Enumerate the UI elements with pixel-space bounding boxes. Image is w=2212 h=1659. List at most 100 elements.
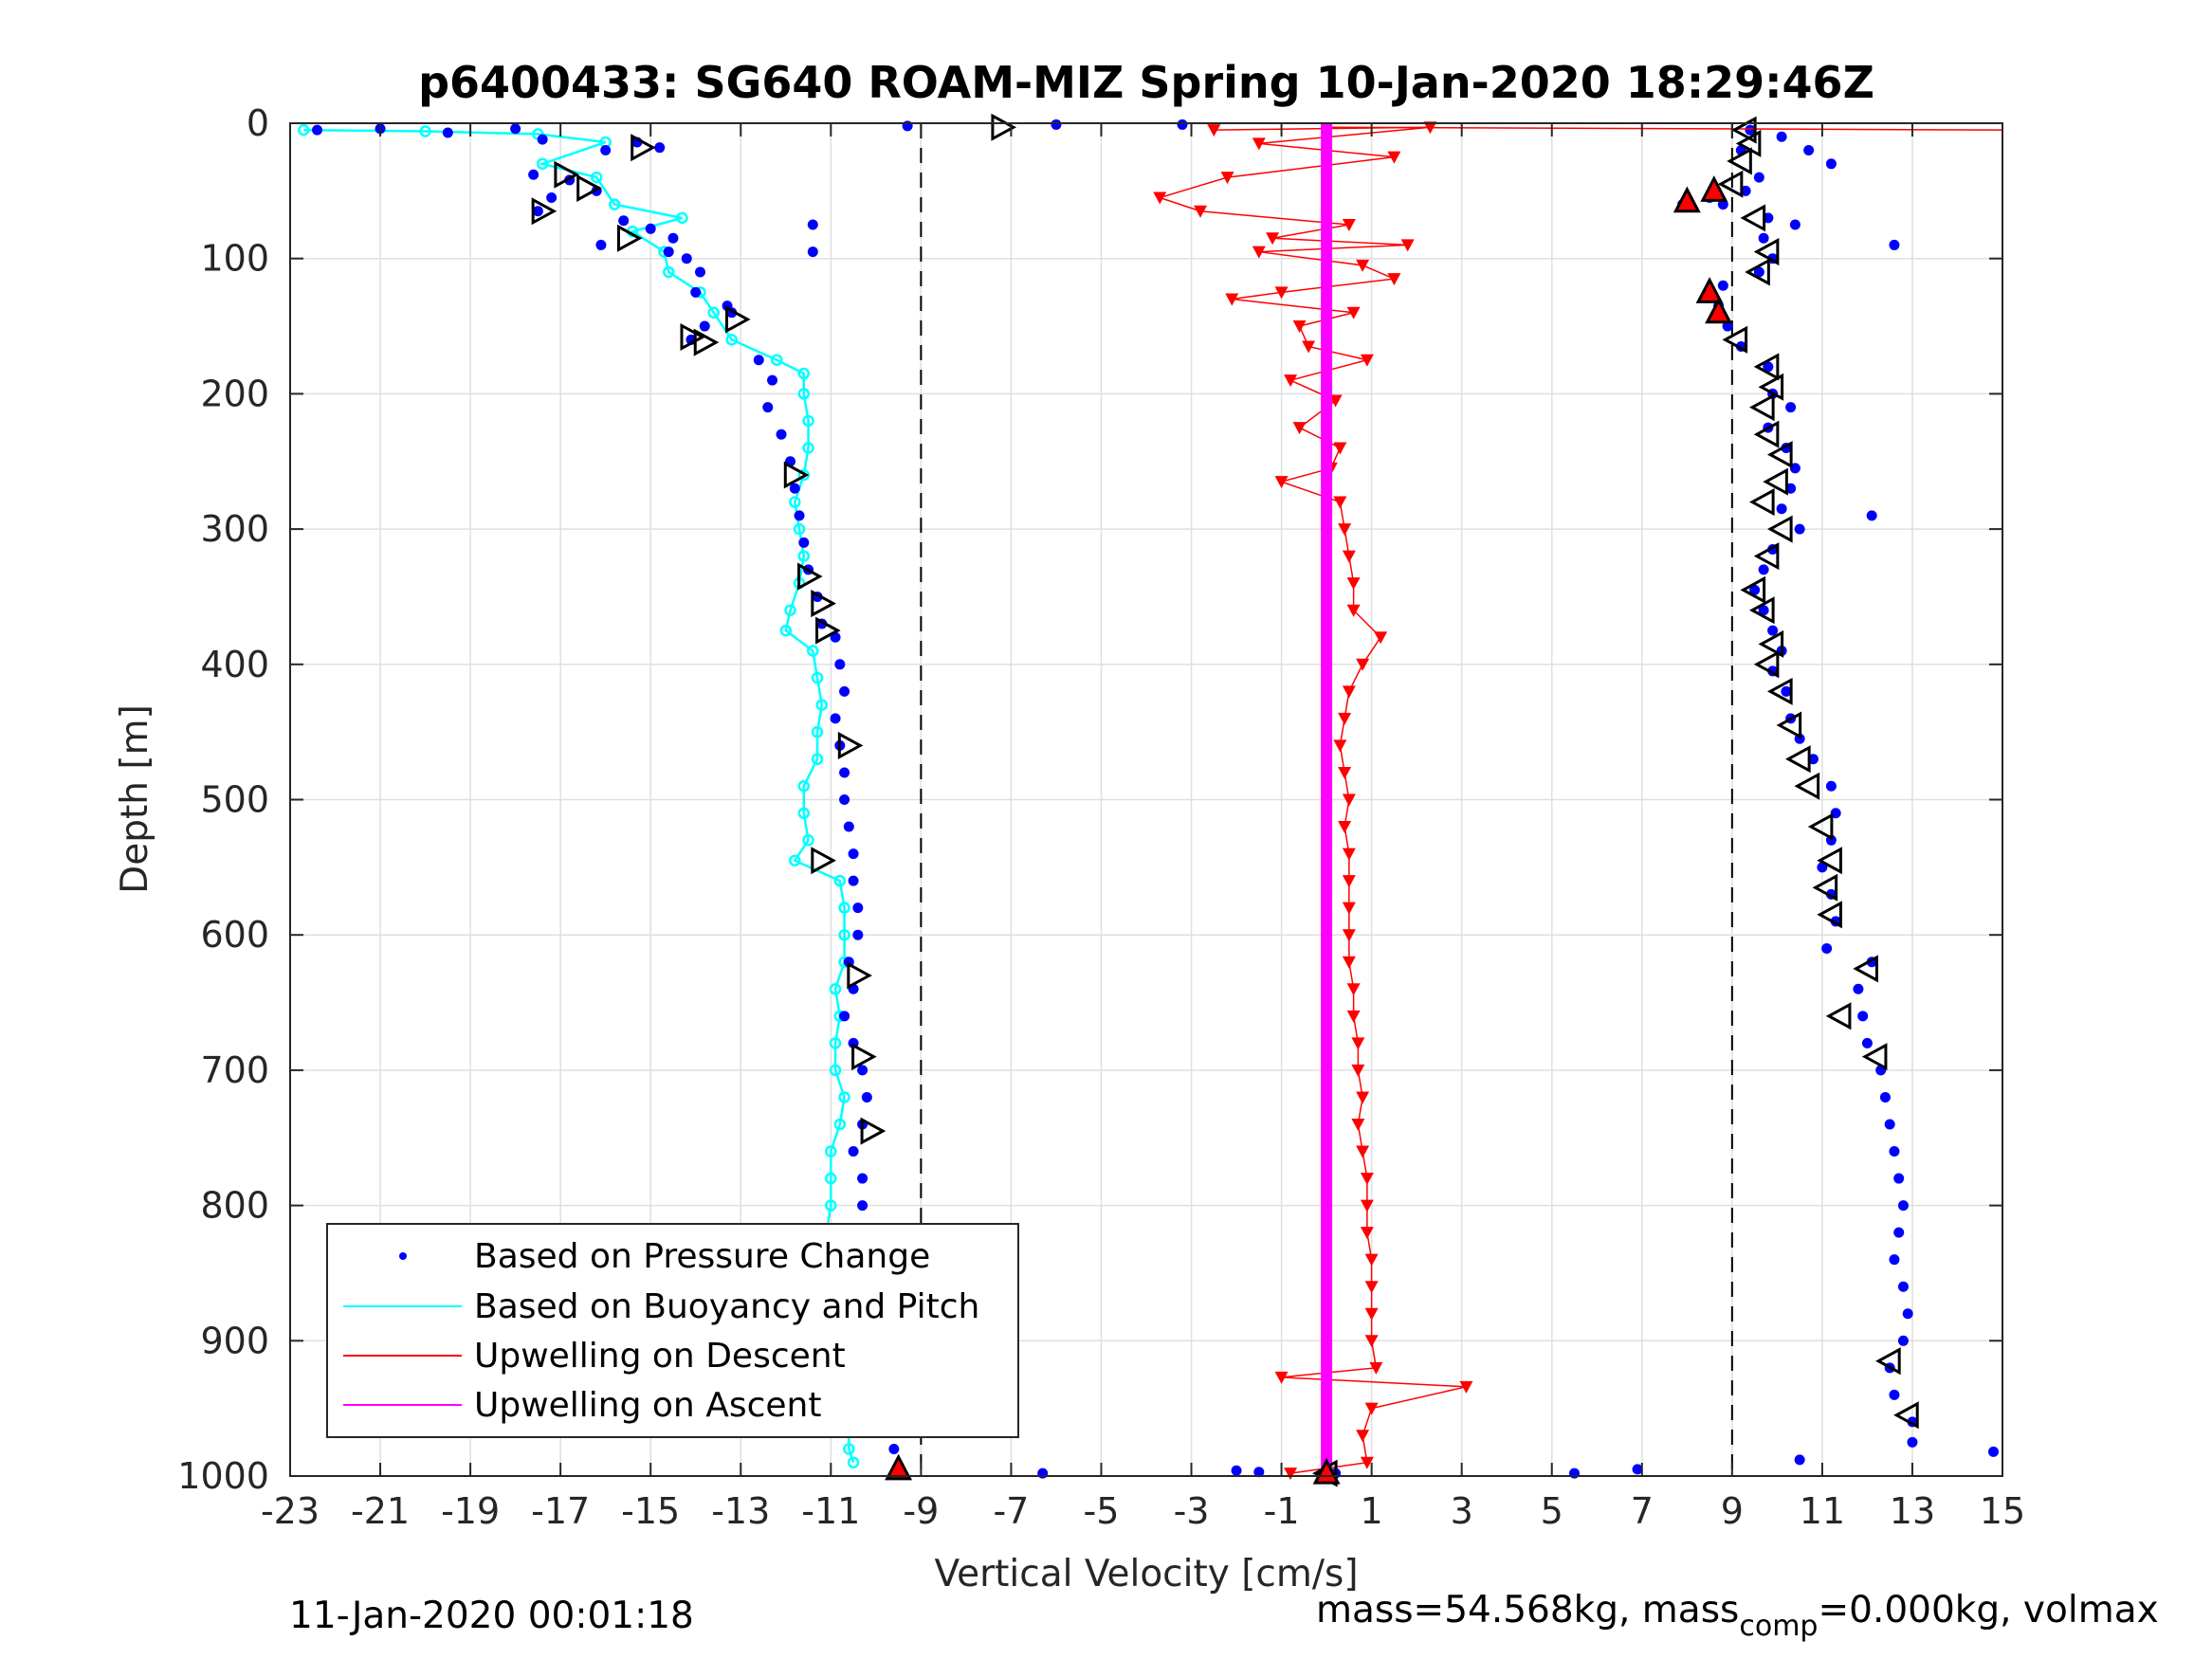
x-tick-label: -23 xyxy=(261,1490,320,1532)
glider-ascent-marker xyxy=(1817,901,1842,929)
buoyancy-pitch-point xyxy=(825,1172,837,1185)
pressure-change-point xyxy=(1753,172,1764,183)
pressure-change-point xyxy=(794,510,805,521)
glider-descent-marker xyxy=(860,1117,887,1145)
upwelling-descent-point xyxy=(1387,273,1401,286)
glider-ascent-marker xyxy=(1766,441,1793,469)
pressure-change-point xyxy=(857,1173,868,1184)
pressure-change-point xyxy=(600,145,612,156)
footer-mass-info: mass=54.568kg, masscomp=0.000kg, volmax xyxy=(1316,1589,2159,1643)
pressure-change-point xyxy=(1879,1091,1891,1103)
glider-ascent-marker xyxy=(1753,650,1780,679)
upwelling-descent-point xyxy=(1360,1199,1374,1212)
pressure-change-point xyxy=(1807,754,1819,765)
upwelling-descent-point xyxy=(1364,1253,1379,1267)
upwelling-descent-point xyxy=(1252,137,1266,151)
upwelling-descent-point xyxy=(1356,1145,1370,1158)
buoyancy-pitch-point xyxy=(838,1091,850,1103)
pressure-change-point xyxy=(839,1011,850,1022)
upwelling-descent-point xyxy=(1333,496,1347,509)
upwelling-descent-point xyxy=(1360,1456,1374,1469)
y-tick-label: 800 xyxy=(200,1185,269,1227)
buoyancy-pitch-point xyxy=(797,779,811,793)
pressure-change-point xyxy=(888,1443,900,1454)
pressure-change-point xyxy=(1722,320,1733,332)
x-tick-label: -19 xyxy=(441,1490,500,1532)
buoyancy-pitch-point xyxy=(707,306,720,319)
upwelling-descent-point xyxy=(1364,1335,1379,1348)
pressure-change-point xyxy=(1253,1467,1265,1478)
glider-ascent-marker xyxy=(1740,575,1766,604)
glider-ascent-marker xyxy=(1766,677,1793,705)
y-tick-label: 200 xyxy=(200,373,269,414)
glider-ascent-marker xyxy=(1812,873,1838,902)
upwelling-descent-point xyxy=(1338,523,1352,537)
pressure-change-point xyxy=(1776,503,1787,515)
pressure-change-point xyxy=(839,794,850,805)
glider-ascent-marker xyxy=(1745,258,1770,286)
upwelling-descent-point xyxy=(1333,739,1347,753)
pressure-change-point xyxy=(510,123,521,135)
buoyancy-pitch-point xyxy=(779,624,793,637)
buoyancy-pitch-point xyxy=(811,671,824,684)
pressure-change-point xyxy=(1794,1454,1805,1466)
glider-ascent-marker xyxy=(1753,542,1780,571)
pressure-change-point xyxy=(1803,145,1815,156)
buoyancy-pitch-point xyxy=(843,1443,855,1455)
glider-ascent-marker xyxy=(1717,170,1744,198)
upwelling-descent-point xyxy=(1351,1037,1365,1050)
pressure-change-point xyxy=(1987,1446,1999,1457)
upwelling-descent-point xyxy=(1342,793,1356,807)
buoyancy-pitch-point xyxy=(419,125,431,137)
x-axis-label: Vertical Velocity [cm/s] xyxy=(934,1553,1358,1595)
pressure-change-point xyxy=(1749,584,1761,595)
upwelling-descent-point xyxy=(1153,191,1167,205)
legend-swatch-pressure xyxy=(399,1252,407,1260)
x-tick-label: -7 xyxy=(993,1490,1029,1532)
pressure-change-point xyxy=(1889,1146,1900,1158)
buoyancy-pitch-point xyxy=(847,1456,860,1468)
pressure-change-point xyxy=(1893,1227,1905,1238)
pressure-change-point xyxy=(1889,1254,1900,1266)
x-tick-label: 15 xyxy=(1980,1490,2025,1532)
pressure-change-point xyxy=(618,215,630,227)
x-tick-label: -3 xyxy=(1174,1490,1210,1532)
pressure-change-point xyxy=(694,266,705,278)
pressure-change-point xyxy=(857,1065,868,1076)
pressure-change-point xyxy=(645,223,656,234)
glider-ascent-marker xyxy=(1817,847,1842,875)
pressure-change-point xyxy=(1907,1436,1918,1448)
pressure-change-point xyxy=(1889,1389,1900,1400)
pressure-change-point xyxy=(834,659,846,670)
legend-label-ascent: Upwelling on Ascent xyxy=(474,1386,821,1425)
pressure-change-point xyxy=(532,206,543,217)
buoyancy-pitch-point xyxy=(797,807,811,820)
glider-ascent-marker xyxy=(1776,711,1802,739)
upwelling-descent-point xyxy=(1356,658,1370,671)
upwelling-descent-point xyxy=(1342,902,1356,915)
x-tick-label: -11 xyxy=(801,1490,860,1532)
buoyancy-pitch-point xyxy=(811,753,824,765)
pressure-change-point xyxy=(1632,1464,1643,1475)
upwelling-descent-point xyxy=(1302,340,1316,354)
upwelling-descent-point xyxy=(1266,232,1280,246)
x-tick-label: 7 xyxy=(1631,1490,1654,1532)
pressure-change-point xyxy=(1825,158,1837,170)
glider-ascent-marker xyxy=(1730,116,1757,144)
upwelling-descent-point xyxy=(1356,1091,1370,1104)
x-tick-label: 3 xyxy=(1451,1490,1473,1532)
pressure-change-point xyxy=(1902,1308,1913,1320)
upwelling-descent-point xyxy=(1400,239,1415,252)
buoyancy-pitch-line xyxy=(303,128,860,1464)
upwelling-descent-point xyxy=(1274,1371,1289,1384)
glider-descent-marker xyxy=(680,322,706,351)
stall-marker xyxy=(885,1453,913,1481)
glider-ascent-marker xyxy=(1753,238,1780,266)
footer-timestamp: 11-Jan-2020 00:01:18 xyxy=(289,1595,694,1637)
y-tick-label: 900 xyxy=(200,1320,269,1361)
upwelling-descent-point xyxy=(1346,577,1361,591)
pressure-change-point xyxy=(1861,1037,1873,1048)
pressure-change-point xyxy=(852,902,864,914)
buoyancy-pitch-point xyxy=(833,874,847,887)
